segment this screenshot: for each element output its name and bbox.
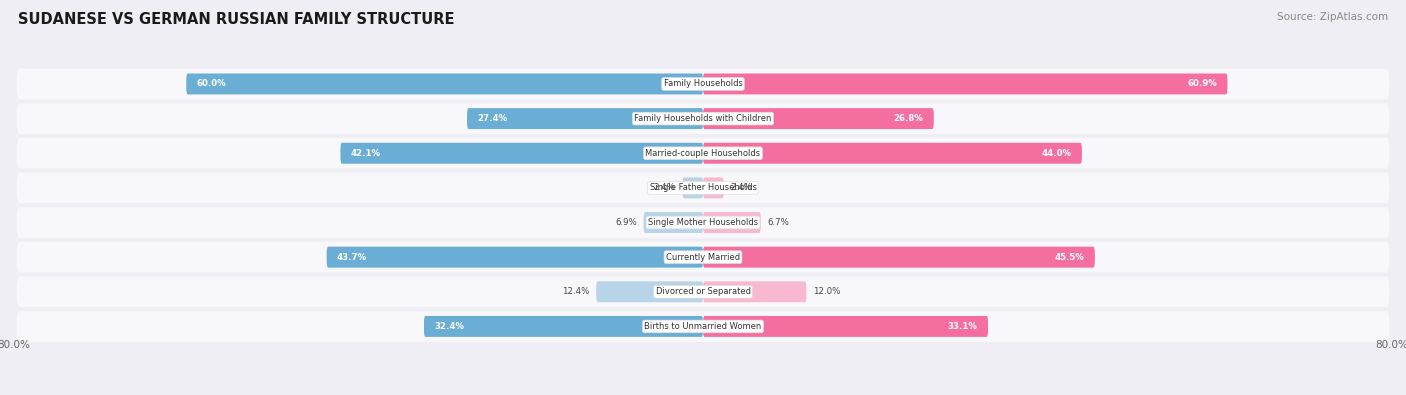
- FancyBboxPatch shape: [17, 311, 1389, 342]
- FancyBboxPatch shape: [340, 143, 703, 164]
- FancyBboxPatch shape: [596, 281, 703, 302]
- Text: Currently Married: Currently Married: [666, 253, 740, 261]
- Text: Family Households with Children: Family Households with Children: [634, 114, 772, 123]
- FancyBboxPatch shape: [17, 276, 1389, 307]
- Text: Single Father Households: Single Father Households: [650, 183, 756, 192]
- Text: 44.0%: 44.0%: [1042, 149, 1071, 158]
- Text: 27.4%: 27.4%: [478, 114, 508, 123]
- Text: 60.9%: 60.9%: [1188, 79, 1218, 88]
- FancyBboxPatch shape: [467, 108, 703, 129]
- Text: Births to Unmarried Women: Births to Unmarried Women: [644, 322, 762, 331]
- FancyBboxPatch shape: [703, 212, 761, 233]
- Text: 80.0%: 80.0%: [0, 340, 31, 350]
- Text: 12.0%: 12.0%: [813, 287, 841, 296]
- FancyBboxPatch shape: [703, 73, 1227, 94]
- Text: Divorced or Separated: Divorced or Separated: [655, 287, 751, 296]
- Text: Source: ZipAtlas.com: Source: ZipAtlas.com: [1277, 12, 1388, 22]
- FancyBboxPatch shape: [17, 242, 1389, 273]
- FancyBboxPatch shape: [326, 247, 703, 268]
- FancyBboxPatch shape: [703, 281, 807, 302]
- Text: 32.4%: 32.4%: [434, 322, 464, 331]
- Text: Single Mother Households: Single Mother Households: [648, 218, 758, 227]
- Text: 6.9%: 6.9%: [614, 218, 637, 227]
- FancyBboxPatch shape: [17, 69, 1389, 100]
- Text: 2.4%: 2.4%: [731, 183, 752, 192]
- Text: 60.0%: 60.0%: [197, 79, 226, 88]
- FancyBboxPatch shape: [425, 316, 703, 337]
- Text: Married-couple Households: Married-couple Households: [645, 149, 761, 158]
- FancyBboxPatch shape: [17, 207, 1389, 238]
- FancyBboxPatch shape: [644, 212, 703, 233]
- FancyBboxPatch shape: [703, 143, 1083, 164]
- Text: SUDANESE VS GERMAN RUSSIAN FAMILY STRUCTURE: SUDANESE VS GERMAN RUSSIAN FAMILY STRUCT…: [18, 12, 454, 27]
- FancyBboxPatch shape: [703, 177, 724, 198]
- Text: 6.7%: 6.7%: [768, 218, 789, 227]
- FancyBboxPatch shape: [17, 138, 1389, 169]
- Text: Family Households: Family Households: [664, 79, 742, 88]
- FancyBboxPatch shape: [186, 73, 703, 94]
- Text: 43.7%: 43.7%: [337, 253, 367, 261]
- FancyBboxPatch shape: [17, 103, 1389, 134]
- Text: 45.5%: 45.5%: [1054, 253, 1084, 261]
- Text: 80.0%: 80.0%: [1375, 340, 1406, 350]
- FancyBboxPatch shape: [682, 177, 703, 198]
- Text: 12.4%: 12.4%: [562, 287, 589, 296]
- FancyBboxPatch shape: [703, 316, 988, 337]
- Text: 26.8%: 26.8%: [894, 114, 924, 123]
- FancyBboxPatch shape: [17, 173, 1389, 203]
- Text: 2.4%: 2.4%: [654, 183, 675, 192]
- Text: 33.1%: 33.1%: [948, 322, 977, 331]
- FancyBboxPatch shape: [703, 108, 934, 129]
- FancyBboxPatch shape: [703, 247, 1095, 268]
- Text: 42.1%: 42.1%: [350, 149, 381, 158]
